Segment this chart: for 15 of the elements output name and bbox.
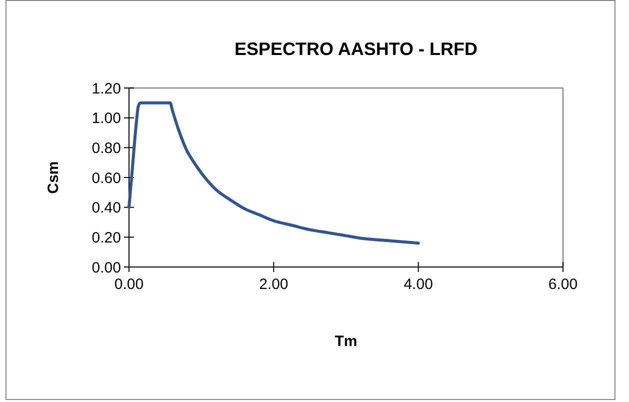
line-series — [128, 101, 420, 245]
y-tick-label: 1.20 — [92, 80, 121, 98]
y-tick-label: 1.00 — [92, 110, 121, 128]
y-tick-label: 0.40 — [92, 200, 121, 217]
x-axis-title: Tm — [334, 333, 358, 350]
y-tick-label: 0.20 — [92, 229, 121, 246]
chart-title: ESPECTRO AASHTO - LRFD — [234, 39, 478, 59]
y-tick-label: 0.80 — [92, 140, 121, 157]
x-tick-label: 2.00 — [259, 276, 288, 293]
x-tick-label: 6.00 — [548, 276, 578, 293]
y-tick-label: 0.60 — [92, 170, 121, 187]
x-tick-label: 0.00 — [114, 276, 144, 293]
y-axis-title: Csm — [45, 161, 62, 194]
y-tick-label: 0.00 — [92, 259, 121, 276]
x-tick-label: 4.00 — [404, 276, 433, 293]
